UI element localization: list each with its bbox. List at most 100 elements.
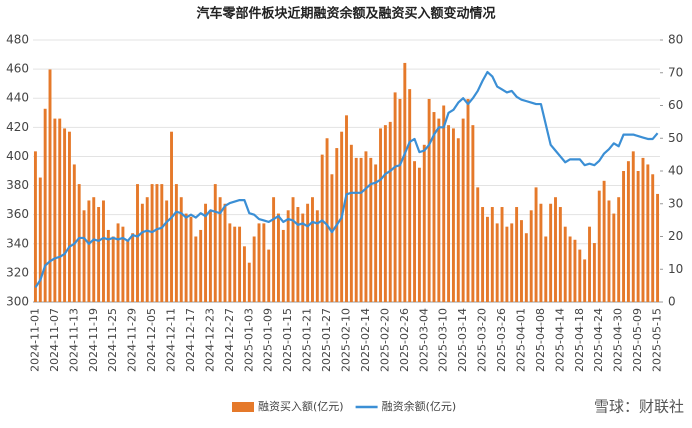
bar <box>442 105 446 302</box>
bar <box>223 203 227 302</box>
y-tick-label: 400 <box>6 149 29 163</box>
y-tick-label: 440 <box>6 91 29 105</box>
x-tick-label: 2024-11-29 <box>126 308 139 372</box>
x-tick-label: 2024-12-05 <box>145 308 158 372</box>
bar <box>539 203 543 302</box>
bar <box>495 223 499 302</box>
bar <box>218 197 222 302</box>
bar <box>145 197 149 302</box>
y2-tick-label: 70 <box>668 65 683 79</box>
bar <box>131 233 135 302</box>
x-tick-label: 2025-04-01 <box>514 308 527 372</box>
bar <box>490 207 494 302</box>
bar <box>485 216 489 302</box>
bar <box>607 200 611 302</box>
bar <box>534 187 538 302</box>
bar <box>515 207 519 302</box>
legend-label: 融资买入额(亿元) <box>258 400 344 413</box>
y2-tick-label: 40 <box>668 164 683 178</box>
x-tick-label: 2025-05-09 <box>631 308 644 372</box>
bar <box>38 177 42 302</box>
bar <box>403 62 407 302</box>
bar <box>199 229 203 302</box>
bar <box>291 197 295 302</box>
bar <box>374 164 378 302</box>
x-tick-label: 2025-01-03 <box>242 308 255 372</box>
x-tick-label: 2025-04-08 <box>534 308 547 372</box>
bar <box>651 174 655 302</box>
bar <box>179 197 183 302</box>
y-tick-label: 480 <box>6 33 29 47</box>
x-tick-label: 2025-04-18 <box>573 308 586 372</box>
y-tick-label: 320 <box>6 265 29 279</box>
x-tick-label: 2025-02-26 <box>398 308 411 372</box>
bar <box>306 203 310 302</box>
bar <box>656 193 660 302</box>
y2-tick-label: 30 <box>668 196 683 210</box>
x-tick-label: 2024-12-27 <box>223 308 236 372</box>
bar <box>636 171 640 302</box>
bar <box>558 207 562 302</box>
x-tick-label: 2025-02-10 <box>340 308 353 372</box>
x-tick-label: 2025-03-10 <box>437 308 450 372</box>
bar <box>267 249 271 302</box>
bar <box>379 128 382 302</box>
bar <box>97 207 101 302</box>
bar <box>471 125 475 303</box>
bar <box>451 128 455 302</box>
bar <box>184 213 188 302</box>
x-tick-label: 2025-05-15 <box>651 308 664 372</box>
bar <box>505 226 509 302</box>
bar <box>208 210 212 302</box>
x-tick-label: 2024-11-01 <box>28 308 41 372</box>
bar <box>432 112 436 302</box>
y2-tick-label: 10 <box>668 262 683 276</box>
x-tick-label: 2025-01-21 <box>301 308 314 372</box>
x-tick-label: 2025-02-20 <box>378 308 391 372</box>
bar <box>602 180 606 302</box>
x-tick-label: 2025-01-15 <box>281 308 294 372</box>
bar <box>281 229 285 302</box>
bar <box>160 184 164 302</box>
y-tick-label: 300 <box>6 295 29 309</box>
bar <box>369 157 373 302</box>
bar <box>408 89 412 302</box>
bar <box>330 174 334 302</box>
bar <box>510 223 514 302</box>
bar <box>252 236 256 302</box>
bar <box>174 184 178 302</box>
bar <box>588 226 591 302</box>
bar <box>72 164 76 302</box>
bar <box>82 210 86 302</box>
bar <box>228 223 232 302</box>
x-tick-label: 2024-11-19 <box>87 308 100 372</box>
bar <box>549 203 553 302</box>
chart-title: 汽车零部件板块近期融资余额及融资买入额变动情况 <box>196 6 495 22</box>
bar <box>524 233 528 302</box>
y-tick-label: 420 <box>6 120 29 134</box>
y-tick-label: 360 <box>6 207 29 221</box>
x-tick-label: 2025-02-14 <box>359 308 372 372</box>
x-tick-label: 2025-04-24 <box>592 308 605 372</box>
bar <box>136 184 139 302</box>
bar <box>427 98 431 302</box>
bar <box>150 184 154 302</box>
bar <box>461 118 465 302</box>
x-tick-label: 2025-04-30 <box>612 308 625 372</box>
bar <box>345 115 348 302</box>
x-tick-label: 2024-11-13 <box>67 308 80 372</box>
bar <box>597 190 601 302</box>
bar <box>422 144 426 302</box>
bar <box>194 236 198 302</box>
x-tick-label: 2024-12-11 <box>165 308 178 372</box>
legend-swatch <box>232 402 254 412</box>
y-tick-label: 380 <box>6 178 29 192</box>
bar <box>417 167 421 302</box>
bar <box>33 151 37 302</box>
x-tick-label: 2024-11-25 <box>106 308 119 372</box>
bar <box>189 216 193 302</box>
bar <box>573 239 577 302</box>
bar <box>276 213 280 302</box>
bar <box>529 210 533 302</box>
